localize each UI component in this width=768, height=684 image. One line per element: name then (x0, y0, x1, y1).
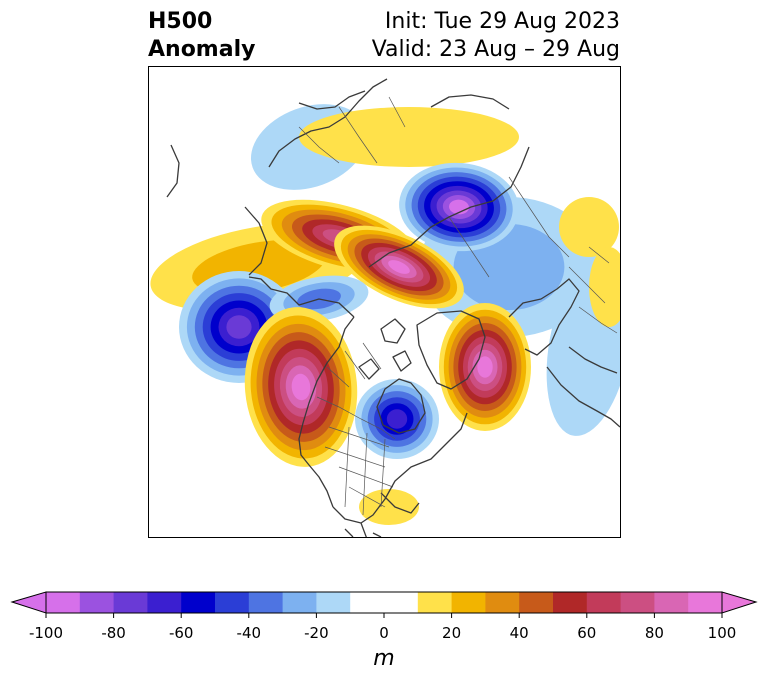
colorbar-tick-label: -40 (236, 624, 262, 642)
colorbar-tick-label: 20 (442, 624, 462, 642)
map-variable-subtitle: Anomaly (148, 37, 256, 62)
western-north-america-high-contour (291, 373, 311, 401)
colorbar (10, 591, 758, 618)
colorbar-cell (181, 592, 216, 613)
north-pacific-low-contour (226, 315, 252, 339)
init-time-label: Init: Tue 29 Aug 2023 (384, 9, 620, 34)
eastern-europe-ridge-fringe (559, 197, 619, 257)
colorbar-cell (688, 592, 723, 613)
title-left: H500 Anomaly (148, 8, 255, 64)
map-panel (148, 66, 621, 538)
arctic-ridge-high-east-contour (388, 260, 410, 274)
colorbar-extend-low-arrow (10, 591, 47, 614)
colorbar-cell (113, 592, 148, 613)
arctic-ridge-high-east (334, 225, 464, 309)
colorbar-cell (654, 592, 689, 613)
border-asia (298, 96, 406, 164)
anomaly-map (149, 67, 620, 537)
colorbar-tick-label: 0 (379, 624, 389, 642)
colorbar-cell (215, 592, 250, 613)
coastline-greenland (416, 310, 486, 390)
colorbar-cell (350, 592, 385, 613)
coastline-north-america-west (298, 316, 355, 508)
arctic-ridge-belt-north-contour (299, 107, 519, 167)
colorbar-unit-label: m (373, 646, 395, 671)
title-right: Init: Tue 29 Aug 2023 Valid: 23 Aug – 29… (372, 8, 620, 64)
colorbar-cell (46, 592, 81, 613)
coastline-mediterranean (568, 346, 618, 374)
southeast-us-high (359, 489, 419, 525)
colorbar-cell (316, 592, 351, 613)
border-russia (448, 176, 570, 278)
colorbar-cell (248, 592, 284, 613)
colorbar-tick-label: -100 (28, 624, 64, 642)
colorbar-cell (417, 592, 453, 613)
colorbar-cell (384, 592, 419, 613)
colorbar-cell (586, 592, 622, 613)
colorbar-cells (46, 592, 723, 613)
coastline-siberia (298, 90, 510, 110)
colorbar-cell (620, 592, 655, 613)
colorbar-tick-label: 40 (509, 624, 529, 642)
colorbar-cell (485, 592, 520, 613)
coastline-japan (166, 144, 180, 198)
anomaly-fill-layer (150, 104, 620, 525)
border-europe (568, 246, 618, 334)
arctic-ridge-belt-north (299, 107, 519, 167)
valid-period-label: Valid: 23 Aug – 29 Aug (371, 37, 620, 62)
border-us-states (324, 426, 394, 516)
north-atlantic-high (439, 303, 531, 431)
eastern-europe-ridge-fringe-contour (559, 197, 619, 257)
country-borders-layer (298, 96, 618, 516)
european-ridge-fringe-contour (589, 247, 620, 327)
coastline-eurasia-north (368, 146, 530, 268)
coastline-europe (546, 366, 620, 428)
colorbar-cell (451, 592, 486, 613)
colorbar-tick-label: 100 (707, 624, 737, 642)
european-ridge-fringe (589, 247, 620, 327)
coastline-scandinavia (508, 278, 580, 356)
colorbar-cell (282, 592, 317, 613)
colorbar-tick-label: -20 (304, 624, 329, 642)
coastline-hudson-bay (376, 378, 426, 434)
north-atlantic-high-contour (477, 356, 493, 378)
colorbar-cell (147, 592, 182, 613)
coastline-alaska (248, 276, 355, 318)
colorbar-cell (519, 592, 554, 613)
border-us-canada (316, 396, 396, 440)
colorbar-cell (79, 592, 115, 613)
colorbar-tick-label: 60 (577, 624, 597, 642)
hudson-bay-low-contour (386, 409, 408, 429)
coastline-kamchatka (244, 206, 268, 276)
colorbar-cell (553, 592, 588, 613)
coastlines-layer (166, 78, 620, 537)
coastline-arctic-islands (358, 318, 412, 380)
coastline-gulf (360, 492, 420, 537)
colorbar-extend-high-arrow (721, 591, 758, 614)
border-canada-provinces (326, 342, 382, 388)
colorbar-ticks (45, 613, 723, 618)
colorbar-tick-label: -60 (168, 624, 194, 642)
map-variable-title: H500 (148, 9, 213, 34)
southeast-us-high-contour (359, 489, 419, 525)
coastline-central-america (344, 528, 382, 537)
colorbar-tick-label: 80 (644, 624, 664, 642)
colorbar-tick-label: -80 (101, 624, 126, 642)
coastline-north-america-east (332, 412, 468, 524)
coastline-eurasia-east (268, 78, 388, 168)
hudson-bay-low (355, 379, 439, 459)
